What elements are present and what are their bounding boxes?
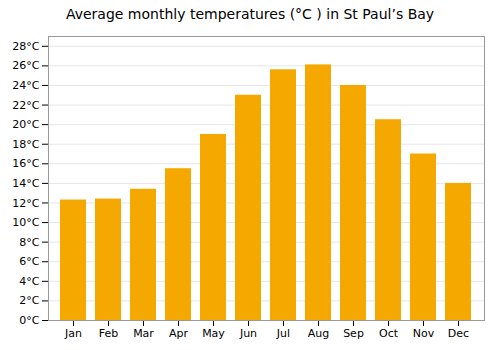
svg-text:10°C: 10°C: [12, 216, 39, 229]
svg-text:Feb: Feb: [99, 327, 118, 340]
svg-text:6°C: 6°C: [19, 255, 39, 268]
svg-text:22°C: 22°C: [12, 99, 39, 112]
svg-text:2°C: 2°C: [19, 294, 39, 307]
svg-text:12°C: 12°C: [12, 197, 39, 210]
svg-text:Apr: Apr: [169, 327, 189, 340]
svg-text:May: May: [202, 327, 225, 340]
svg-text:Jan: Jan: [64, 327, 82, 340]
svg-text:8°C: 8°C: [19, 236, 39, 249]
svg-text:0°C: 0°C: [19, 314, 39, 327]
svg-text:Dec: Dec: [448, 327, 469, 340]
svg-text:14°C: 14°C: [12, 177, 39, 190]
svg-text:Jun: Jun: [239, 327, 257, 340]
svg-text:18°C: 18°C: [12, 138, 39, 151]
svg-text:Oct: Oct: [379, 327, 399, 340]
svg-text:Aug: Aug: [308, 327, 329, 340]
svg-text:4°C: 4°C: [19, 275, 39, 288]
svg-text:Nov: Nov: [413, 327, 435, 340]
svg-text:16°C: 16°C: [12, 157, 39, 170]
svg-text:Jul: Jul: [276, 327, 290, 340]
svg-text:28°C: 28°C: [12, 40, 39, 53]
html-text:Average monthly temperatures (: Average monthly temperatures (°C ) in St…: [65, 6, 435, 22]
svg-text:20°C: 20°C: [12, 118, 39, 131]
svg-text:26°C: 26°C: [12, 59, 39, 72]
svg-text:24°C: 24°C: [12, 79, 39, 92]
svg-text:Sep: Sep: [343, 327, 364, 340]
svg-text:Mar: Mar: [133, 327, 154, 340]
